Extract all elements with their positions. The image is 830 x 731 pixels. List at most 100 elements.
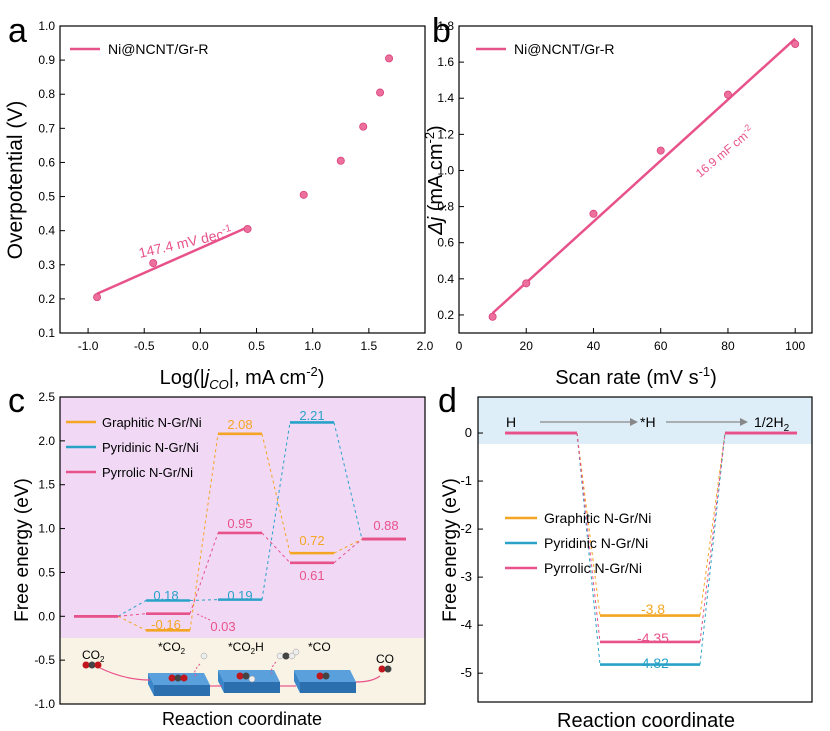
y-axis-c: -1.0 -0.5 0.0 0.5 1.0 1.5 2.0 2.5	[34, 390, 65, 711]
panel-letter-a: a	[8, 12, 27, 50]
y-tick-label: -4	[460, 617, 472, 632]
y-tick-label: 0	[465, 425, 472, 440]
y-tick-label: 0.7	[38, 121, 55, 135]
x-tick-label: 0.0	[192, 339, 209, 353]
legend-label-graphitic-d: Graphitic N-Gr/Ni	[544, 510, 651, 526]
connector	[117, 615, 147, 631]
data-point	[336, 156, 345, 165]
data-point	[376, 88, 385, 97]
value-label-orange-1: -0.16	[151, 617, 181, 632]
x-axis-b: 0 20 40 60 80 100	[456, 328, 806, 353]
y-tick-label: 0.6	[38, 155, 55, 169]
y-tick-label: 0.1	[38, 326, 55, 340]
y-tick-label: -2	[460, 521, 472, 536]
step-label-star-co2h: *CO2H	[228, 640, 264, 656]
x-axis-a: -1.0 -0.5 0.0 0.5 1.0 1.5 2.0	[78, 328, 434, 353]
y-axis-a: 0.1 0.2 0.3 0.4 0.5 0.6 0.7 0.8 0.9 1.0	[38, 19, 65, 340]
data-point	[359, 122, 368, 131]
panel-letter-c: c	[8, 382, 25, 420]
panel-b: b 0.2 0.4 0.6 0.8 1.0 1.2 1.4 1.6 1.8 0 20 40 60 80 1…	[422, 12, 813, 389]
connector	[261, 433, 291, 554]
value-label-pink-1: 0.03	[210, 619, 235, 634]
y-axis-b: 0.2 0.4 0.6 0.8 1.0 1.2 1.4 1.6 1.8	[437, 19, 464, 322]
x-tick-label: -0.5	[134, 339, 155, 353]
value-label-orange-3: 0.72	[299, 533, 324, 548]
y-tick-label: 1.0	[437, 163, 454, 177]
connectors-d	[576, 432, 726, 665]
step-label-co: CO	[376, 652, 394, 666]
step-label-h: H	[506, 414, 516, 430]
plot-frame-a	[59, 25, 426, 334]
legend-label-pyrrolic-d: Pyrrolic N-Gr/Ni	[544, 560, 642, 576]
x-axis-label-a: Log(|jCO|, mA cm-2)	[160, 364, 325, 392]
x-tick-label: 1.0	[304, 339, 321, 353]
catalyst-slab-2	[218, 670, 280, 693]
y-tick-label: -1.0	[34, 697, 55, 711]
data-points-b	[488, 40, 800, 321]
y-tick-label: 0.8	[38, 87, 55, 101]
x-tick-label: 80	[721, 339, 735, 353]
y-tick-label: 0.0	[38, 609, 55, 623]
hydrogen-atom	[200, 652, 208, 660]
step-label-star-co: *CO	[308, 640, 331, 654]
y-tick-label: 1.2	[437, 127, 454, 141]
y-tick-label: 2.0	[38, 434, 55, 448]
energy-levels-c	[74, 421, 406, 632]
data-point	[243, 224, 252, 233]
y-axis-label-d: Free energy (eV)	[440, 478, 461, 622]
connector	[333, 538, 363, 554]
data-point	[93, 293, 102, 302]
data-point	[522, 279, 531, 288]
connector	[333, 538, 363, 564]
data-point	[723, 90, 732, 99]
legend-label-graphitic-c: Graphitic N-Gr/Ni	[102, 415, 202, 430]
x-tick-label: 40	[587, 339, 601, 353]
x-tick-label: 0	[456, 339, 463, 353]
step-label-star-h: *H	[640, 414, 656, 430]
connector	[333, 422, 363, 540]
connector	[699, 432, 726, 665]
background-band-blue	[478, 397, 812, 444]
y-tick-label: 1.6	[437, 55, 454, 69]
y-tick-label: 0.9	[38, 53, 55, 67]
x-axis-label-d: Reaction coordinate	[557, 710, 735, 731]
x-axis-label-c: Reaction coordinate	[162, 709, 322, 729]
molecule-co2	[82, 661, 102, 669]
connector	[117, 600, 147, 617]
step-label-half-h2: 1/2H2	[754, 414, 790, 434]
y-tick-label: -1	[460, 473, 472, 488]
y-axis-label-a: Overpotential (V)	[4, 101, 27, 260]
y-tick-label: -0.5	[34, 653, 55, 667]
arrow-h-2	[271, 661, 277, 675]
panel-c: c -1.0 -0.5 0.0 0.5 1.0 1.5 2.0 2.5 Free energy…	[8, 382, 426, 729]
panel-d: d 0 -1 -2 -3 -4 -5 Free energy (eV) Reaction …	[438, 382, 813, 731]
y-tick-label: 0.2	[437, 308, 454, 322]
legend-label-pyrrolic-c: Pyrrolic N-Gr/Ni	[102, 465, 193, 480]
panel-a: a 0.1 0.2 0.3 0.4 0.5 0.6 0.7 0.8 0.9 1.0 -1.0 -0.…	[4, 12, 434, 392]
y-tick-label: 1.4	[437, 91, 454, 105]
connectors-c	[117, 422, 363, 631]
catalyst-slab-1	[148, 673, 210, 696]
data-point	[385, 54, 394, 63]
y-tick-label: 1.0	[38, 19, 55, 33]
y-tick-label: 2.5	[38, 390, 55, 404]
y-tick-label: 0.5	[38, 190, 55, 204]
value-label-blue-d: -4.82	[637, 655, 669, 671]
arrow-step-1	[99, 667, 151, 681]
y-tick-label: 0.2	[38, 292, 55, 306]
y-tick-label: -5	[460, 665, 472, 680]
x-tick-label: 100	[785, 339, 805, 353]
legend-label-pyridinic-d: Pyridinic N-Gr/Ni	[544, 535, 648, 551]
y-tick-label: 0.4	[38, 224, 55, 238]
plot-frame-c	[59, 396, 426, 705]
y-tick-label: 0.4	[437, 272, 454, 286]
x-tick-label: 20	[520, 339, 534, 353]
connector	[699, 432, 726, 643]
value-label-blue-2: 0.19	[227, 588, 252, 603]
background-band-purple	[60, 397, 425, 638]
data-point	[299, 190, 308, 199]
connector	[117, 613, 147, 617]
y-tick-label: 0.6	[437, 236, 454, 250]
legend-label-pyridinic-c: Pyridinic N-Gr/Ni	[102, 440, 199, 455]
